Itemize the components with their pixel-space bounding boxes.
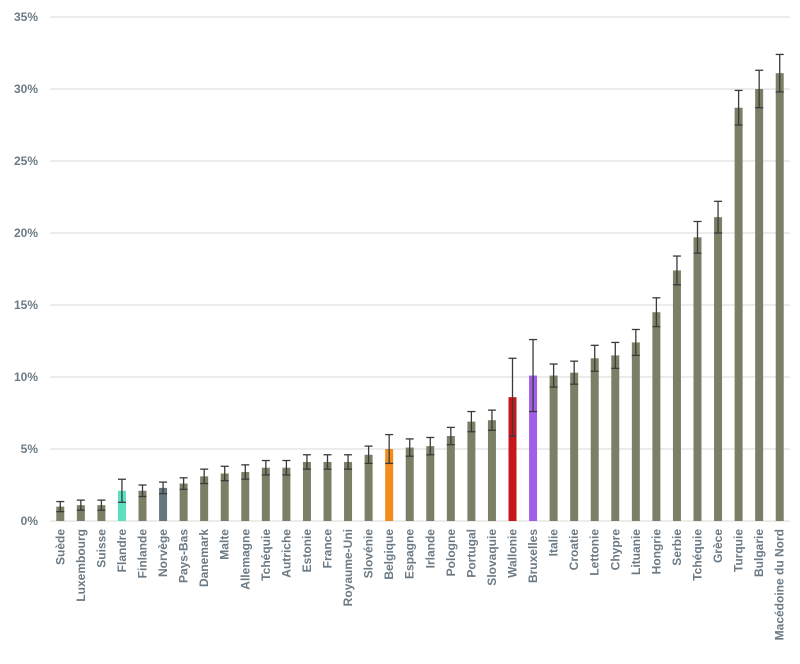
bar — [364, 454, 373, 521]
y-tick-label: 35% — [14, 10, 38, 24]
bar — [179, 483, 188, 521]
bar — [672, 270, 681, 521]
bar — [117, 490, 126, 521]
x-tick-label: Chypre — [608, 529, 622, 571]
x-tick-label: Lituanie — [629, 529, 643, 575]
y-tick-label: 30% — [14, 82, 38, 96]
bar — [570, 372, 579, 521]
x-tick-label: Danemark — [197, 529, 211, 587]
y-tick-label: 10% — [14, 370, 38, 384]
bar — [734, 107, 743, 521]
bar — [241, 472, 250, 521]
bar — [590, 358, 599, 521]
bar — [611, 355, 620, 521]
x-tick-label: Malte — [218, 529, 232, 560]
bar — [282, 467, 291, 521]
x-tick-label: Serbie — [670, 529, 684, 566]
bar — [693, 237, 702, 521]
x-tick-label: Belgique — [382, 529, 396, 580]
bar — [302, 461, 311, 521]
y-tick-label: 15% — [14, 298, 38, 312]
bar — [220, 473, 229, 521]
x-tick-label: Portugal — [464, 529, 478, 578]
bar — [508, 397, 517, 521]
x-tick-label: France — [321, 529, 335, 569]
x-tick-label: Wallonie — [506, 529, 520, 578]
x-tick-label: Turquie — [732, 529, 746, 572]
x-tick-label: Espagne — [403, 529, 417, 579]
y-tick-label: 0% — [21, 514, 39, 528]
x-tick-label: Irlande — [423, 529, 437, 569]
y-tick-label: 5% — [21, 442, 39, 456]
x-tick-label: Tchéquie — [691, 529, 705, 581]
y-tick-label: 25% — [14, 154, 38, 168]
x-tick-label: Bruxelles — [526, 529, 540, 583]
bar — [138, 490, 147, 521]
bar — [755, 89, 764, 521]
x-tick-label: Tchéquie — [259, 529, 273, 581]
bar — [76, 505, 85, 521]
x-tick-label: Suisse — [94, 529, 108, 568]
bar — [652, 312, 661, 521]
x-tick-label: Slovaquie — [485, 529, 499, 586]
bar — [426, 446, 435, 521]
bar — [200, 476, 209, 521]
x-tick-label: Pays-Bas — [177, 529, 191, 583]
bar — [405, 447, 414, 521]
bar — [97, 505, 106, 521]
bar — [385, 449, 394, 521]
x-tick-label: Autriche — [279, 529, 293, 578]
bar — [344, 461, 353, 521]
bar — [446, 436, 455, 521]
bar — [549, 375, 558, 521]
bar — [631, 342, 640, 521]
x-tick-label: Pologne — [444, 529, 458, 577]
x-tick-label: Hongrie — [649, 529, 663, 575]
bar — [56, 506, 65, 521]
x-tick-label: Royaume-Uni — [341, 529, 355, 606]
x-tick-label: Finlande — [136, 529, 150, 579]
x-tick-label: Lettonie — [588, 529, 602, 576]
x-tick-label: Allemagne — [238, 529, 252, 590]
x-tick-label: Grèce — [711, 529, 725, 563]
x-tick-label: Estonie — [300, 529, 314, 573]
bar — [529, 375, 538, 521]
x-tick-label: Norvège — [156, 529, 170, 577]
x-tick-label: Suède — [53, 529, 67, 565]
y-tick-label: 20% — [14, 226, 38, 240]
x-tick-label: Italie — [547, 529, 561, 557]
bar — [261, 467, 270, 521]
x-tick-label: Bulgarie — [752, 529, 766, 577]
x-tick-label: Croatie — [567, 529, 581, 571]
bar — [323, 461, 332, 521]
bar — [467, 421, 476, 521]
x-tick-label: Flandre — [115, 529, 129, 573]
bar — [487, 420, 496, 521]
bar — [775, 73, 784, 521]
x-tick-label: Slovénie — [362, 529, 376, 579]
bar — [159, 487, 168, 521]
bar — [714, 217, 723, 521]
x-tick-label: Luxembourg — [74, 529, 88, 602]
x-tick-label: Macédoine du Nord — [773, 529, 787, 640]
